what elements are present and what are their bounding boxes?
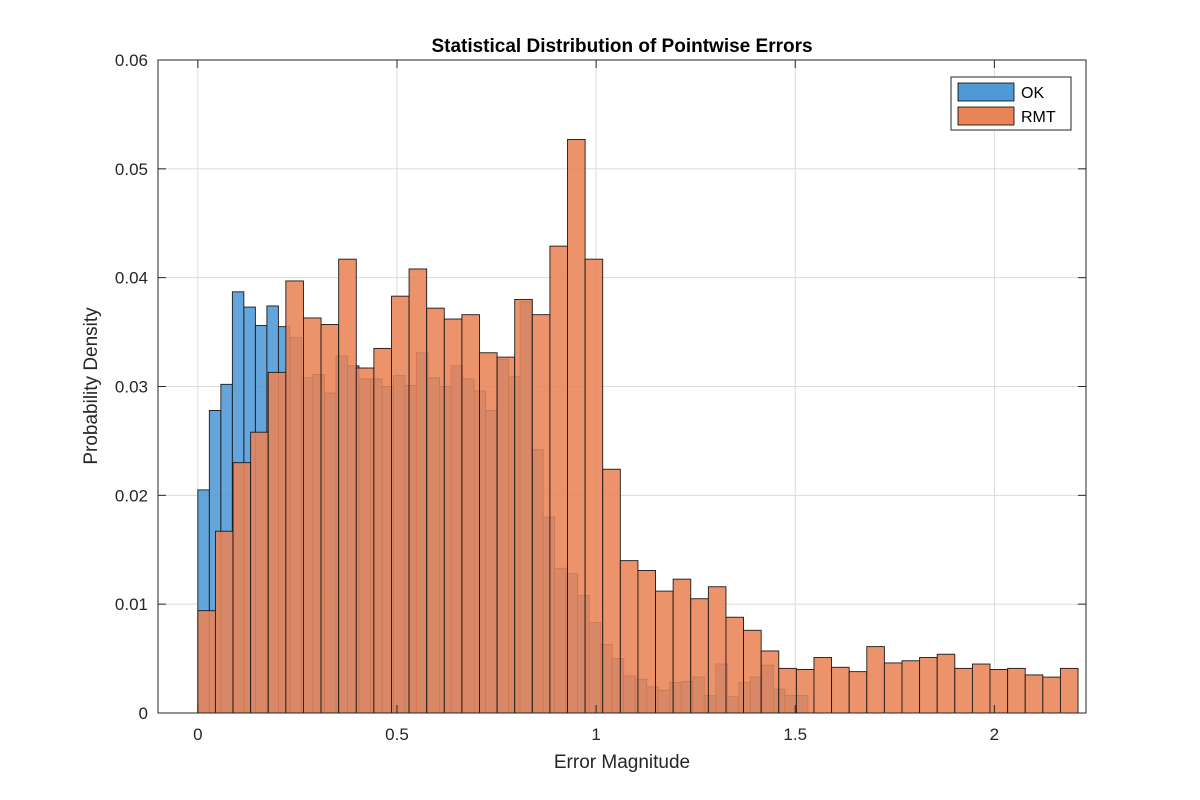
y-tick-label: 0.01 xyxy=(115,595,148,614)
bar-rmt xyxy=(426,307,445,714)
bar-rmt xyxy=(391,295,410,714)
bar-rmt xyxy=(672,578,692,714)
axis-ticks: 0 0.5 1 1.5 2 0 0.01 0.02 0.03 0.04 0.05 0.06 xyxy=(115,51,1086,744)
legend-swatch-ok xyxy=(957,82,1015,102)
bar-rmt xyxy=(1042,676,1061,714)
x-tick-label: 1 xyxy=(591,725,600,744)
bar-rmt xyxy=(320,324,340,714)
bar-rmt xyxy=(690,598,709,714)
bar-rmt xyxy=(197,610,216,714)
bar-rmt xyxy=(795,669,815,714)
bar-rmt xyxy=(707,586,727,714)
bar-rmt xyxy=(355,367,375,714)
bar-rmt xyxy=(461,314,480,714)
bar-rmt xyxy=(901,660,921,714)
x-tick-label: 2 xyxy=(990,725,999,744)
bar-rmt xyxy=(778,667,797,714)
bar-rmt xyxy=(602,468,621,714)
bar-rmt xyxy=(813,657,833,714)
legend-label-ok: OK xyxy=(1021,85,1044,102)
bar-rmt xyxy=(866,646,885,714)
bar-rmt xyxy=(989,669,1009,714)
bar-rmt xyxy=(214,530,234,714)
bar-rmt xyxy=(285,280,304,714)
bar-rmt xyxy=(479,352,498,714)
bar-rmt xyxy=(954,667,973,714)
legend-label-rmt: RMT xyxy=(1021,109,1056,126)
y-tick-label: 0.02 xyxy=(115,486,148,505)
bar-rmt xyxy=(232,462,252,714)
x-tick-label: 0 xyxy=(193,725,202,744)
bar-rmt xyxy=(619,560,639,714)
bar-rmt xyxy=(831,666,850,714)
y-tick-label: 0 xyxy=(139,704,148,723)
x-tick-label: 0.5 xyxy=(385,725,409,744)
bar-rmt xyxy=(1024,674,1044,714)
bar-rmt xyxy=(936,653,956,714)
histogram-bars xyxy=(197,138,1079,714)
x-tick-label: 1.5 xyxy=(783,725,807,744)
bar-rmt xyxy=(443,318,463,714)
bar-rmt xyxy=(725,616,745,714)
bar-rmt xyxy=(303,317,322,714)
bar-rmt xyxy=(971,663,991,714)
bar-rmt xyxy=(760,650,780,714)
bar-rmt xyxy=(373,347,392,714)
legend-swatch-rmt xyxy=(957,106,1015,126)
bar-rmt xyxy=(655,590,674,714)
bar-rmt xyxy=(848,671,868,714)
y-tick-label: 0.06 xyxy=(115,51,148,70)
bar-rmt xyxy=(549,245,568,714)
bar-rmt xyxy=(250,431,269,714)
legend: OK RMT xyxy=(950,76,1072,131)
bar-rmt xyxy=(743,629,762,714)
y-tick-label: 0.03 xyxy=(115,378,148,397)
y-axis-title: Probability Density xyxy=(81,307,102,465)
bar-rmt xyxy=(637,569,656,714)
bar-rmt xyxy=(919,657,938,714)
bar-rmt xyxy=(267,371,287,714)
bar-rmt xyxy=(408,268,428,714)
y-tick-label: 0.04 xyxy=(115,269,148,288)
bar-rmt xyxy=(584,258,604,714)
chart-title: Statistical Distribution of Pointwise Er… xyxy=(431,36,812,57)
bar-rmt xyxy=(514,298,533,714)
bar-rmt xyxy=(496,356,516,714)
bar-rmt xyxy=(1059,667,1079,714)
bar-rmt xyxy=(531,314,551,714)
series-rmt xyxy=(197,138,1079,714)
y-tick-label: 0.05 xyxy=(115,160,148,179)
bar-rmt xyxy=(1007,667,1026,714)
bar-rmt xyxy=(338,258,357,714)
x-axis-title: Error Magnitude xyxy=(554,752,690,773)
bar-rmt xyxy=(883,662,903,714)
bar-rmt xyxy=(567,138,586,714)
